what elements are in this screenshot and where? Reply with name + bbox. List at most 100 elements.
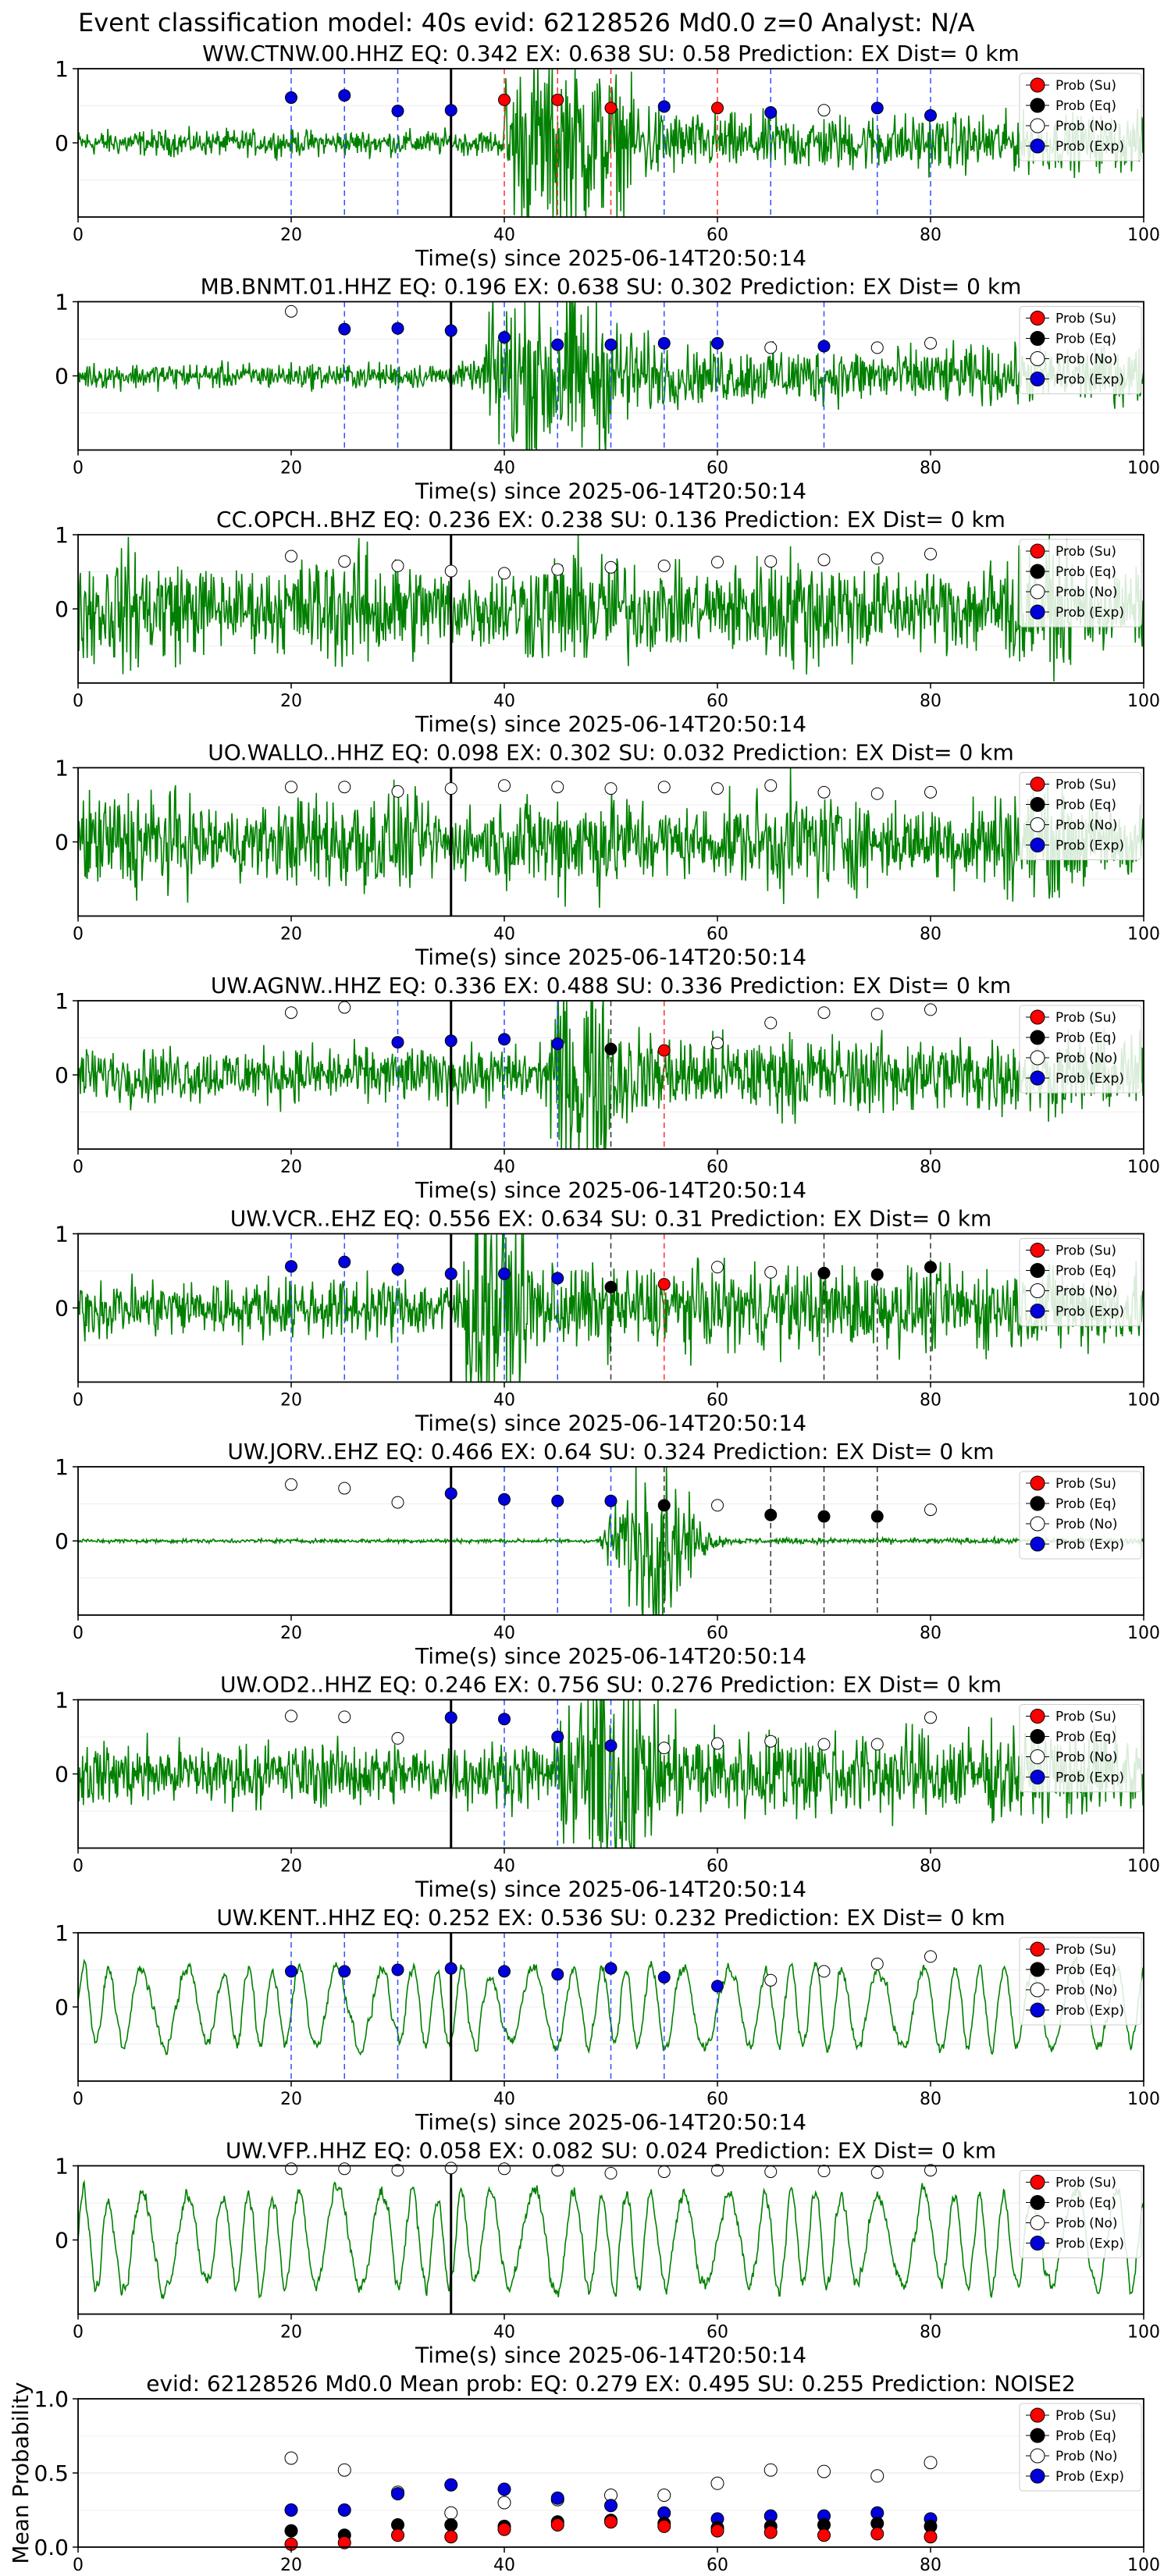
x-tick-label: 40 xyxy=(493,1857,515,1877)
legend-marker-eq xyxy=(1030,1729,1045,1744)
prob-point-exp xyxy=(498,1493,511,1506)
prob-point-no xyxy=(711,1499,724,1512)
prob-point-no xyxy=(391,1496,404,1509)
mean-point-su xyxy=(444,2530,458,2544)
mean-point-eq xyxy=(444,2518,458,2532)
mean-point-no xyxy=(337,2463,351,2477)
prob-point-exp xyxy=(391,1963,404,1976)
prob-point-exp xyxy=(391,1036,404,1049)
prob-point-exp xyxy=(498,1965,511,1978)
mean-point-no xyxy=(870,2469,884,2483)
x-axis-label: Time(s) since 2025-06-14T20:50:14 xyxy=(415,711,806,737)
legend-marker-no xyxy=(1030,1516,1045,1532)
mean-point-su xyxy=(550,2518,564,2532)
prob-point-exp xyxy=(444,104,457,117)
legend-marker-eq xyxy=(1030,2195,1045,2210)
legend-marker-su xyxy=(1030,2175,1045,2190)
legend-label-eq: Prob (Eq) xyxy=(1055,1496,1116,1512)
x-tick-label: 100 xyxy=(1127,2556,1160,2575)
x-tick-label: 40 xyxy=(493,925,515,945)
legend-box xyxy=(1019,2170,1142,2258)
legend-marker-exp xyxy=(1030,604,1045,620)
prob-point-no xyxy=(817,104,831,117)
mean-point-no xyxy=(924,2456,938,2470)
x-tick-label: 20 xyxy=(280,2323,302,2343)
prob-point-exp xyxy=(764,106,778,119)
x-axis-label: Time(s) since 2025-06-14T20:50:14 xyxy=(415,1877,806,1902)
legend-label-no: Prob (No) xyxy=(1055,1750,1118,1766)
prob-point-no xyxy=(551,563,564,576)
prob-point-no xyxy=(338,2162,351,2176)
legend-label-no: Prob (No) xyxy=(1055,2216,1118,2232)
prob-point-no xyxy=(391,1731,404,1745)
x-tick-label: 40 xyxy=(493,1158,515,1177)
panel-title: UW.OD2..HHZ EQ: 0.246 EX: 0.756 SU: 0.27… xyxy=(220,1672,1002,1698)
prob-point-exp xyxy=(338,1255,351,1268)
prob-point-exp xyxy=(498,1267,511,1280)
legend-marker-exp xyxy=(1030,2468,1045,2484)
panel-title: UW.KENT..HHZ EQ: 0.252 EX: 0.536 SU: 0.2… xyxy=(216,1905,1005,1930)
legend-label-su: Prob (Su) xyxy=(1055,544,1116,560)
prob-point-no xyxy=(924,1003,937,1016)
legend-label-exp: Prob (Exp) xyxy=(1055,1071,1124,1087)
waveform-group xyxy=(78,1467,1144,1615)
y-axis-label: Mean Probability xyxy=(8,2382,34,2564)
legend-label-su: Prob (Su) xyxy=(1055,78,1116,94)
x-tick-label: 40 xyxy=(493,459,515,479)
legend-label-no: Prob (No) xyxy=(1055,585,1118,600)
x-tick-label: 80 xyxy=(920,2323,941,2343)
legend-marker-exp xyxy=(1030,1070,1045,1086)
figure-title: Event classification model: 40s evid: 62… xyxy=(78,8,975,37)
legend-marker-no xyxy=(1030,1982,1045,1998)
prob-point-no xyxy=(764,1735,778,1748)
x-tick-label: 20 xyxy=(280,692,302,711)
x-tick-label: 20 xyxy=(280,925,302,945)
prob-point-no xyxy=(764,1973,778,1987)
prob-point-exp xyxy=(657,100,671,113)
y-tick-label: 1 xyxy=(55,756,69,781)
x-tick-label: 60 xyxy=(707,925,728,945)
x-tick-label: 60 xyxy=(707,692,728,711)
prob-point-exp xyxy=(870,101,884,115)
prob-point-no xyxy=(870,1738,884,1751)
station-panel-9: UW.KENT..HHZ EQ: 0.252 EX: 0.536 SU: 0.2… xyxy=(55,1905,1160,2135)
prob-point-exp xyxy=(391,1263,404,1276)
mean-point-su xyxy=(337,2535,351,2549)
prob-point-eq xyxy=(764,1508,778,1521)
legend-label-su: Prob (Su) xyxy=(1055,1710,1116,1725)
x-tick-label: 60 xyxy=(707,226,728,245)
waveform-group xyxy=(78,535,1144,682)
legend-marker-su xyxy=(1030,2407,1045,2423)
legend-label-eq: Prob (Eq) xyxy=(1055,1730,1116,1745)
prob-point-exp xyxy=(551,1731,564,1743)
panel-title: UW.JORV..EHZ EQ: 0.466 EX: 0.64 SU: 0.32… xyxy=(227,1439,994,1464)
y-tick-label: 0 xyxy=(55,1296,69,1322)
legend-label-su: Prob (Su) xyxy=(1055,777,1116,793)
legend-marker-su xyxy=(1030,1243,1045,1258)
legend-label-su: Prob (Su) xyxy=(1055,1476,1116,1492)
prob-point-no xyxy=(338,555,351,568)
prob-point-exp xyxy=(924,109,937,122)
prob-point-su xyxy=(498,93,511,106)
station-panel-1: WW.CTNW.00.HHZ EQ: 0.342 EX: 0.638 SU: 0… xyxy=(55,41,1160,271)
panel-title: MB.BNMT.01.HHZ EQ: 0.196 EX: 0.638 SU: 0… xyxy=(201,274,1022,300)
mean-point-no xyxy=(284,2451,298,2465)
y-tick-label: 1 xyxy=(55,1688,69,1713)
mean-point-exp xyxy=(550,2491,564,2505)
x-tick-label: 0 xyxy=(73,2556,84,2575)
legend-label-exp: Prob (Exp) xyxy=(1055,1304,1124,1320)
legend-marker-su xyxy=(1030,1941,1045,1957)
legend-label-eq: Prob (Eq) xyxy=(1055,1962,1116,1978)
x-axis-label: Time(s) since 2025-06-14T20:50:14 xyxy=(415,2343,806,2368)
x-tick-label: 80 xyxy=(920,459,941,479)
prob-point-no xyxy=(338,781,351,794)
mean-point-exp xyxy=(391,2487,404,2501)
prob-point-no xyxy=(498,779,511,792)
prob-point-exp xyxy=(444,1962,457,1975)
prob-point-no xyxy=(551,2164,564,2177)
x-axis-label: Time(s) since 2025-06-14T20:50:14 xyxy=(415,945,806,970)
y-tick-label: 0 xyxy=(55,364,69,390)
prob-point-no xyxy=(551,781,564,794)
y-tick-label: 0 xyxy=(55,1762,69,1788)
x-tick-label: 0 xyxy=(73,1624,84,1643)
